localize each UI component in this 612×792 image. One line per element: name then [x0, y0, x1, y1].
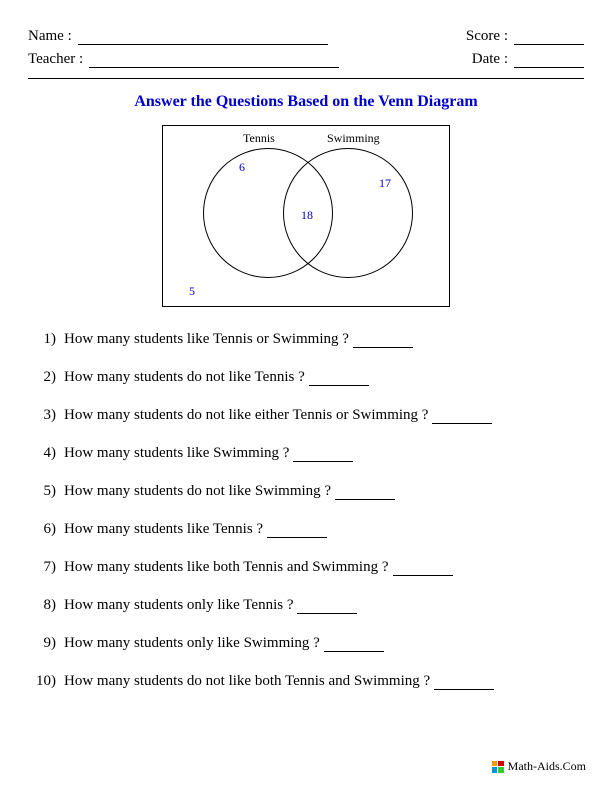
- question-number: 7): [34, 559, 64, 576]
- question-text: How many students like both Tennis and S…: [64, 559, 393, 576]
- teacher-label: Teacher :: [28, 51, 89, 68]
- date-label: Date :: [472, 51, 514, 68]
- venn-label-right: Swimming: [327, 131, 380, 146]
- question-row: 1) How many students like Tennis or Swim…: [34, 331, 578, 348]
- question-text: How many students like Tennis or Swimmin…: [64, 331, 353, 348]
- answer-blank[interactable]: [309, 372, 369, 386]
- question-number: 5): [34, 483, 64, 500]
- question-number: 9): [34, 635, 64, 652]
- question-row: 2) How many students do not like Tennis …: [34, 369, 578, 386]
- answer-blank[interactable]: [293, 448, 353, 462]
- question-row: 7) How many students like both Tennis an…: [34, 559, 578, 576]
- brand-logo-icon: [492, 761, 504, 773]
- question-number: 6): [34, 521, 64, 538]
- question-row: 4) How many students like Swimming ?: [34, 445, 578, 462]
- question-text: How many students do not like Swimming ?: [64, 483, 335, 500]
- venn-diagram: Tennis Swimming 6 18 17 5: [162, 125, 450, 307]
- venn-value-left-only: 6: [239, 160, 245, 175]
- answer-blank[interactable]: [434, 676, 494, 690]
- question-text: How many students do not like both Tenni…: [64, 673, 434, 690]
- answer-blank[interactable]: [267, 524, 327, 538]
- question-row: 3) How many students do not like either …: [34, 407, 578, 424]
- footer: Math-Aids.Com: [492, 759, 586, 774]
- date-input-line[interactable]: [514, 52, 584, 68]
- question-text: How many students like Tennis ?: [64, 521, 267, 538]
- worksheet-header: Name : Score : Teacher : Date :: [28, 28, 584, 68]
- question-number: 1): [34, 331, 64, 348]
- question-text: How many students do not like Tennis ?: [64, 369, 309, 386]
- answer-blank[interactable]: [324, 638, 384, 652]
- venn-label-left: Tennis: [243, 131, 275, 146]
- answer-blank[interactable]: [353, 334, 413, 348]
- worksheet-title: Answer the Questions Based on the Venn D…: [28, 93, 584, 111]
- name-label: Name :: [28, 28, 78, 45]
- questions-list: 1) How many students like Tennis or Swim…: [28, 331, 584, 690]
- answer-blank[interactable]: [432, 410, 492, 424]
- question-number: 10): [34, 673, 64, 690]
- venn-value-outside: 5: [189, 284, 195, 299]
- score-label: Score :: [466, 28, 514, 45]
- question-text: How many students like Swimming ?: [64, 445, 293, 462]
- question-number: 3): [34, 407, 64, 424]
- score-input-line[interactable]: [514, 29, 584, 45]
- question-text: How many students do not like either Ten…: [64, 407, 432, 424]
- name-input-line[interactable]: [78, 29, 328, 45]
- question-row: 6) How many students like Tennis ?: [34, 521, 578, 538]
- question-text: How many students only like Swimming ?: [64, 635, 324, 652]
- teacher-input-line[interactable]: [89, 52, 339, 68]
- venn-value-right-only: 17: [379, 176, 391, 191]
- header-divider: [28, 78, 584, 79]
- question-row: 5) How many students do not like Swimmin…: [34, 483, 578, 500]
- venn-value-intersection: 18: [301, 208, 313, 223]
- question-text: How many students only like Tennis ?: [64, 597, 297, 614]
- answer-blank[interactable]: [297, 600, 357, 614]
- answer-blank[interactable]: [335, 486, 395, 500]
- question-row: 10) How many students do not like both T…: [34, 673, 578, 690]
- question-number: 4): [34, 445, 64, 462]
- question-row: 8) How many students only like Tennis ?: [34, 597, 578, 614]
- question-number: 8): [34, 597, 64, 614]
- question-number: 2): [34, 369, 64, 386]
- answer-blank[interactable]: [393, 562, 453, 576]
- question-row: 9) How many students only like Swimming …: [34, 635, 578, 652]
- brand-name: Math-Aids.Com: [508, 759, 586, 774]
